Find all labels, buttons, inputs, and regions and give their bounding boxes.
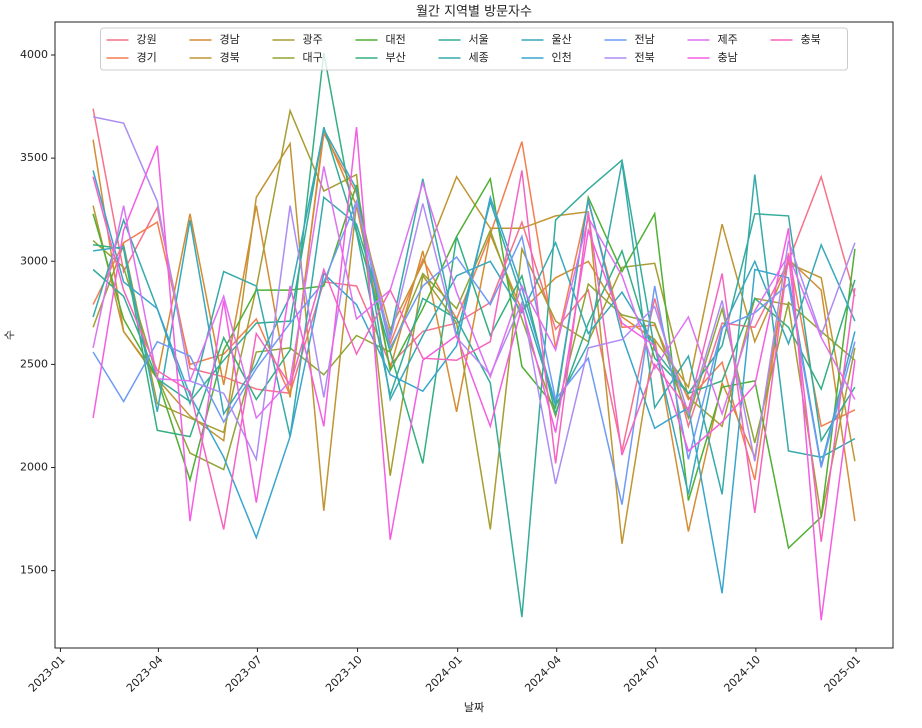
y-tick-label: 3500	[20, 151, 48, 164]
legend-label: 울산	[552, 33, 572, 46]
legend-box	[100, 27, 848, 71]
chart-title: 월간 지역별 방문자수	[416, 5, 532, 20]
x-tick-label: 2024-07	[621, 653, 663, 695]
line-series	[92, 126, 856, 532]
line-series	[92, 170, 856, 542]
line-series	[92, 116, 856, 485]
x-tick-label: 2024-01	[423, 653, 465, 695]
x-axis-label: 날짜	[464, 701, 484, 714]
x-tick-label: 2024-10	[721, 653, 763, 695]
y-tick-label: 3000	[20, 254, 48, 267]
line-series	[92, 166, 856, 420]
legend-label: 제주	[718, 33, 738, 46]
x-tick-label: 2023-01	[26, 653, 68, 695]
legend-label: 전북	[635, 51, 655, 64]
legend-label: 경기	[137, 51, 157, 64]
legend-label: 경남	[220, 33, 240, 46]
x-tick-label: 2023-10	[323, 653, 365, 695]
line-series	[92, 162, 856, 495]
legend-label: 강원	[137, 33, 157, 46]
y-tick-label: 1500	[20, 564, 48, 577]
x-tick-label: 2023-04	[124, 653, 166, 695]
line-series	[92, 176, 856, 550]
y-tick-label: 4000	[20, 48, 48, 61]
line-series	[92, 141, 856, 544]
legend-label: 대구	[303, 51, 323, 64]
legend-label: 세종	[469, 51, 489, 64]
plot-frame	[54, 21, 894, 649]
x-tick-label: 2025-01	[822, 653, 864, 695]
legend-label: 전남	[635, 33, 655, 46]
legend-label: 충남	[718, 51, 738, 64]
line-series	[93, 52, 856, 464]
y-tick-label: 2500	[20, 357, 48, 370]
legend-label: 서울	[469, 33, 489, 46]
line-series	[92, 108, 856, 452]
legend-label: 부산	[386, 51, 406, 64]
y-axis-label: 수	[3, 330, 16, 340]
legend-label: 대전	[386, 33, 406, 46]
line-series	[92, 108, 856, 530]
x-tick-label: 2023-07	[223, 653, 265, 695]
legend-label: 광주	[303, 33, 323, 46]
line-series	[92, 127, 856, 621]
y-tick-label: 2000	[20, 461, 48, 474]
legend-label: 인천	[552, 50, 572, 64]
line-series	[92, 170, 856, 594]
legend-label: 충북	[801, 33, 821, 46]
x-tick-label: 2024-04	[522, 653, 564, 695]
legend-label: 경북	[220, 51, 240, 64]
